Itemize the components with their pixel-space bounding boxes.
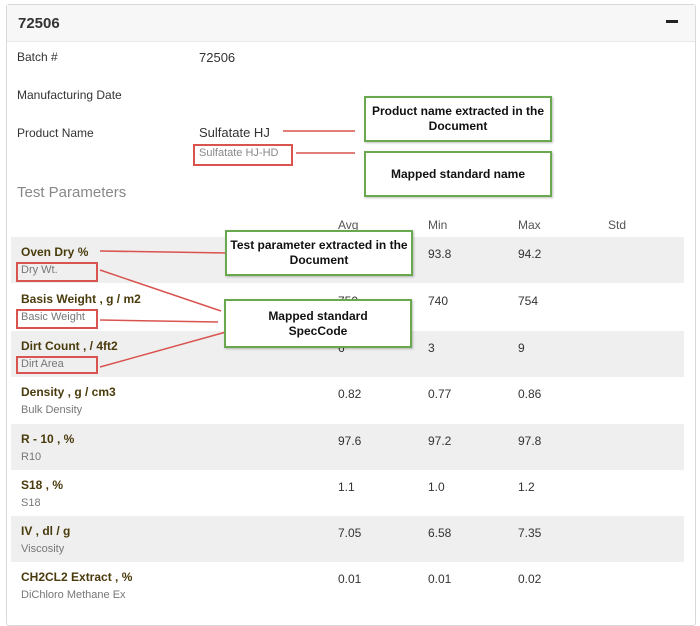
parameter-name: CH2CL2 Extract , % — [21, 570, 133, 584]
parameter-max: 0.02 — [518, 572, 542, 586]
column-header-avg: Avg — [338, 218, 359, 232]
parameter-avg: 0.82 — [338, 387, 362, 401]
parameter-min: 1.0 — [428, 480, 445, 494]
parameter-min: 3 — [428, 341, 435, 355]
parameter-max: 94.2 — [518, 247, 542, 261]
parameter-max: 97.8 — [518, 434, 542, 448]
collapse-icon[interactable] — [666, 20, 678, 23]
parameter-avg: 7.05 — [338, 526, 362, 540]
parameter-name: Basis Weight , g / m2 — [21, 292, 141, 306]
test-parameters-title: Test Parameters — [17, 184, 127, 201]
parameter-min: 0.77 — [428, 387, 452, 401]
parameter-min: 0.01 — [428, 572, 452, 586]
batch-label: Batch # — [17, 50, 58, 64]
parameter-row: Density , g / cm3 Bulk Density 0.82 0.77… — [11, 377, 684, 423]
parameter-code: R10 — [21, 451, 42, 463]
callout-mapped-name: Mapped standard name — [364, 151, 552, 197]
product-mapped-name: Sulfatate HJ-HD — [199, 147, 279, 159]
manufacturing-date-label: Manufacturing Date — [17, 88, 122, 102]
callout-mapped-speccode: Mapped standard SpecCode — [224, 299, 412, 348]
batch-value: 72506 — [199, 50, 236, 65]
column-header-max: Max — [518, 218, 541, 232]
column-header-std: Std — [608, 218, 627, 232]
product-name-label: Product Name — [17, 126, 94, 140]
parameter-code: Dry Wt. — [21, 264, 58, 276]
highlight-box-dirt-area — [16, 356, 98, 374]
callout-text: Mapped standard name — [390, 166, 526, 181]
parameter-avg: 0.01 — [338, 572, 362, 586]
callout-text: Product name extracted in the Document — [371, 104, 545, 133]
parameter-name: S18 , % — [21, 478, 64, 492]
card-title: 72506 — [18, 15, 60, 32]
product-name-value: Sulfatate HJ — [199, 125, 270, 140]
parameter-min: 93.8 — [428, 247, 452, 261]
parameter-row: CH2CL2 Extract , % DiChloro Methane Ex 0… — [11, 562, 684, 608]
parameter-name: IV , dl / g — [21, 524, 71, 538]
parameter-name: Dirt Count , / 4ft2 — [21, 339, 118, 353]
parameter-min: 740 — [428, 294, 449, 308]
parameter-max: 0.86 — [518, 387, 542, 401]
highlight-box-dry-wt — [16, 262, 98, 282]
parameter-max: 9 — [518, 341, 525, 355]
parameter-avg: 6 — [338, 341, 345, 355]
parameter-code: Bulk Density — [21, 404, 83, 416]
parameter-code: Dirt Area — [21, 358, 64, 370]
callout-text: Mapped standard SpecCode — [268, 308, 368, 338]
parameter-min: 97.2 — [428, 434, 452, 448]
parameter-row: S18 , % S18 1.1 1.0 1.2 — [11, 470, 684, 516]
highlight-box-product-mapped — [193, 144, 293, 166]
parameter-max: 754 — [518, 294, 539, 308]
card-header: 72506 — [7, 5, 695, 42]
parameter-code: S18 — [21, 497, 41, 509]
parameter-row: IV , dl / g Viscosity 7.05 6.58 7.35 — [11, 516, 684, 562]
callout-test-extracted: Test parameter extracted in the Document — [225, 230, 413, 276]
parameter-min: 6.58 — [428, 526, 452, 540]
parameter-max: 1.2 — [518, 480, 535, 494]
parameter-name: R - 10 , % — [21, 432, 75, 446]
parameter-code: Viscosity — [21, 543, 65, 555]
parameter-avg: 1.1 — [338, 480, 355, 494]
parameter-row: R - 10 , % R10 97.6 97.2 97.8 — [11, 424, 684, 470]
parameter-max: 7.35 — [518, 526, 542, 540]
parameter-code: Basic Weight — [21, 311, 85, 323]
parameter-avg: 97.6 — [338, 434, 362, 448]
callout-product-extracted: Product name extracted in the Document — [364, 96, 552, 142]
parameter-name: Oven Dry % — [21, 245, 89, 259]
callout-text: Test parameter extracted in the Document — [230, 238, 408, 267]
column-header-min: Min — [428, 218, 448, 232]
parameter-name: Density , g / cm3 — [21, 385, 116, 399]
parameter-code: DiChloro Methane Ex — [21, 589, 126, 601]
highlight-box-basic-weight — [16, 309, 98, 329]
